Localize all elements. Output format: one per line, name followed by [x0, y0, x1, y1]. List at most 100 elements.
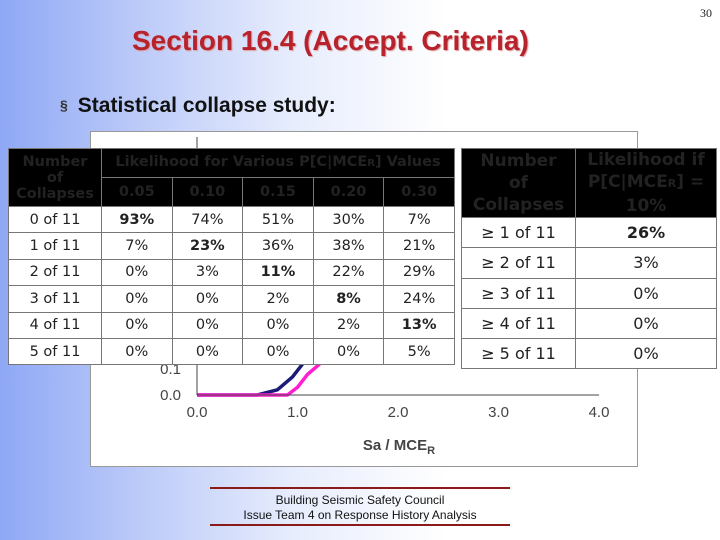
bullet-item: § Statistical collapse study:: [60, 94, 336, 118]
y-tick-label: 0.0: [160, 387, 181, 404]
likelihood-if-line1: Likelihood if: [587, 150, 705, 170]
collapses-header-line: Collapses: [16, 185, 94, 202]
table-row: 0 of 11 93% 74% 51% 30% 7%: [8, 205, 455, 234]
likelihood-cell: 0%: [171, 337, 244, 366]
fragility-curve-2: [197, 362, 321, 397]
collapse-count: 2 of 11: [8, 258, 102, 287]
footer-line1: Building Seismic Safety Council: [275, 493, 445, 507]
cumulative-collapse-count: ≥ 1 of 11: [461, 216, 576, 249]
cumulative-collapses-header: Number of Collapses: [461, 148, 576, 218]
likelihood-if-suffix: ] =: [676, 172, 705, 192]
likelihood-cell: 21%: [383, 232, 455, 260]
x-tick-label: 2.0: [388, 404, 409, 421]
bullet-text: Statistical collapse study:: [77, 94, 336, 117]
likelihood-if-header: Likelihood if P[C|MCER] = 10%: [575, 148, 717, 218]
likelihood-cell: 7%: [383, 205, 455, 234]
y-tick-label: 0.1: [160, 361, 181, 378]
likelihood-if-prefix: P[C|MCE: [587, 172, 668, 192]
likelihood-cell: 51%: [242, 205, 314, 234]
x-axis-label: Sa / MCER: [363, 437, 435, 457]
likelihood-cell: 5%: [383, 337, 455, 366]
likelihood-if-line3: 10%: [625, 196, 667, 216]
cumulative-header-line: of: [508, 173, 529, 193]
slide-title: Section 16.4 (Accept. Criteria): [132, 25, 529, 56]
likelihood-cell: 22%: [312, 258, 385, 287]
cumulative-collapse-count: ≥ 3 of 11: [461, 277, 576, 309]
collapse-count: 1 of 11: [8, 232, 102, 260]
cumulative-likelihood-table: Number of Collapses Likelihood if P[C|MC…: [461, 148, 717, 370]
likelihood-cell: 13%: [383, 311, 455, 339]
collapses-header-line: of: [46, 169, 64, 186]
x-axis-label-sub: R: [427, 445, 435, 457]
likelihood-cell: 93%: [101, 205, 173, 234]
likelihood-cell: 38%: [312, 232, 385, 260]
probability-header: 0.10: [171, 177, 244, 207]
likelihood-cell: 0%: [242, 311, 314, 339]
cumulative-likelihood-cell: 0%: [575, 307, 717, 340]
footer: Building Seismic Safety Council Issue Te…: [210, 487, 510, 526]
likelihood-cell: 36%: [242, 232, 314, 260]
cumulative-likelihood-cell: 3%: [575, 247, 717, 279]
footer-line2: Issue Team 4 on Response History Analysi…: [243, 508, 477, 522]
collapses-header: Number of Collapses: [8, 148, 102, 207]
group-header-sub: R: [367, 158, 375, 169]
likelihood-cell: 7%: [101, 232, 173, 260]
table-row: ≥ 1 of 11 26%: [461, 216, 717, 249]
x-tick-label: 0.0: [187, 404, 208, 421]
table-row: 2 of 11 0% 3% 11% 22% 29%: [8, 258, 455, 287]
likelihood-cell: 0%: [101, 337, 173, 366]
likelihood-cell: 23%: [171, 232, 244, 260]
cumulative-header-line: Number: [480, 151, 557, 171]
likelihood-cell: 0%: [171, 311, 244, 339]
collapse-count: 5 of 11: [8, 337, 102, 366]
likelihood-cell: 8%: [312, 285, 385, 313]
group-header-text: Likelihood for Various P[C|MCE: [115, 154, 368, 170]
fragility-curve-1: [197, 362, 304, 397]
collapse-count: 4 of 11: [8, 311, 102, 339]
cumulative-header-line: Collapses: [472, 195, 565, 215]
group-header-suffix: ] Values: [374, 154, 441, 170]
table-row: 4 of 11 0% 0% 0% 2% 13%: [8, 311, 455, 339]
cumulative-collapse-count: ≥ 5 of 11: [461, 338, 576, 370]
likelihood-cell: 30%: [312, 205, 385, 234]
likelihood-cell: 0%: [242, 337, 314, 366]
x-tick-label: 3.0: [488, 404, 509, 421]
cumulative-likelihood-cell: 26%: [575, 216, 717, 249]
likelihood-if-sub: R: [667, 177, 677, 190]
x-tick-label: 4.0: [589, 404, 610, 421]
cumulative-likelihood-cell: 0%: [575, 338, 717, 370]
bullet-marker: §: [60, 97, 68, 113]
table-row: ≥ 4 of 11 0%: [461, 307, 717, 340]
probability-header-row: 0.05 0.10 0.15 0.20 0.30: [9, 177, 455, 207]
table-row: 1 of 11 7% 23% 36% 38% 21%: [8, 232, 455, 260]
table-row: 5 of 11 0% 0% 0% 0% 5%: [8, 337, 455, 366]
likelihood-cell: 3%: [171, 258, 244, 287]
likelihood-table: Number of Collapses Likelihood for Vario…: [8, 148, 455, 366]
likelihood-cell: 24%: [383, 285, 455, 313]
page-number: 30: [700, 6, 712, 20]
table-row: 3 of 11 0% 0% 2% 8% 24%: [8, 285, 455, 313]
likelihood-cell: 74%: [171, 205, 244, 234]
likelihood-group-header: Likelihood for Various P[C|MCER] Values: [101, 148, 455, 178]
likelihood-cell: 2%: [312, 311, 385, 339]
likelihood-cell: 29%: [383, 258, 455, 287]
probability-header: 0.15: [242, 177, 314, 207]
likelihood-cell: 0%: [171, 285, 244, 313]
collapse-count: 3 of 11: [8, 285, 102, 313]
table-row: ≥ 5 of 11 0%: [461, 338, 717, 370]
cumulative-likelihood-cell: 0%: [575, 277, 717, 309]
fragility-chart-svg: 0.0 1.0 2.0 3.0 4.00.00.1 Sa / MCER: [160, 137, 610, 457]
likelihood-cell: 0%: [101, 311, 173, 339]
table-row: ≥ 3 of 11 0%: [461, 277, 717, 309]
probability-header: 0.05: [101, 177, 173, 207]
x-tick-label: 1.0: [287, 404, 308, 421]
table-row: ≥ 2 of 11 3%: [461, 247, 717, 279]
collapses-header-line: Number: [22, 153, 88, 170]
likelihood-cell: 0%: [101, 258, 173, 287]
likelihood-cell: 0%: [101, 285, 173, 313]
likelihood-if-line2: P[C|MCER] =: [576, 171, 716, 195]
probability-header: 0.30: [383, 177, 455, 207]
likelihood-cell: 2%: [242, 285, 314, 313]
likelihood-cell: 0%: [312, 337, 385, 366]
x-axis-label-main: Sa / MCE: [363, 437, 427, 454]
